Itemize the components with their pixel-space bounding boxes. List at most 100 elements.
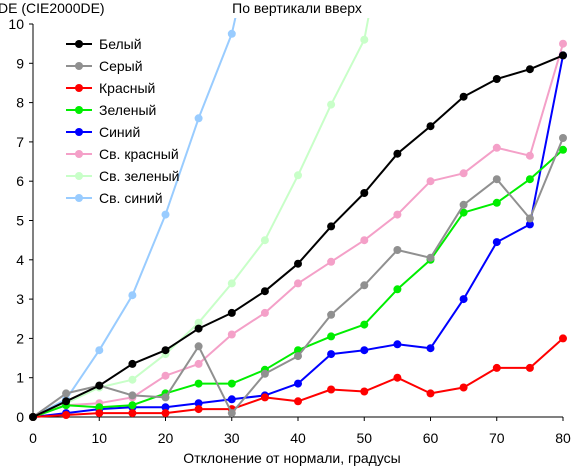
y-tick-label: 7 <box>16 134 24 150</box>
data-point <box>327 257 336 266</box>
data-point <box>128 409 137 418</box>
data-point <box>559 51 567 60</box>
data-point <box>459 295 468 304</box>
data-point <box>360 346 369 355</box>
data-point <box>294 259 302 268</box>
data-point <box>426 253 435 262</box>
data-point <box>426 344 435 353</box>
data-point <box>194 405 203 414</box>
data-point <box>227 279 236 288</box>
legend-label: Синий <box>99 124 140 140</box>
data-point <box>161 409 170 418</box>
data-point <box>393 285 402 294</box>
data-point <box>161 210 170 219</box>
data-point <box>492 363 501 372</box>
data-point <box>492 175 501 184</box>
data-point <box>459 383 468 392</box>
x-tick-label: 30 <box>224 430 240 446</box>
legend-swatch-marker <box>75 128 83 136</box>
data-point <box>260 236 269 245</box>
data-point <box>459 92 468 101</box>
legend-item: Зеленый <box>66 102 156 118</box>
legend-item: Св. красный <box>66 146 179 162</box>
legend-label: Зеленый <box>99 102 156 118</box>
legend-label: Красный <box>99 80 155 96</box>
data-point <box>327 385 336 394</box>
data-point <box>128 401 137 410</box>
legend-item: Синий <box>66 124 140 140</box>
data-point <box>161 403 170 412</box>
legend-swatch-marker <box>75 62 83 70</box>
data-point <box>294 397 302 406</box>
data-point <box>559 145 567 154</box>
data-point <box>95 381 104 390</box>
x-tick-label: 80 <box>555 430 571 446</box>
series-2 <box>29 134 567 421</box>
data-point <box>29 413 37 421</box>
data-point <box>360 320 369 329</box>
y-tick-label: 9 <box>16 55 24 71</box>
data-point <box>492 198 501 207</box>
data-point <box>227 409 236 418</box>
data-point <box>360 35 369 44</box>
data-point <box>525 214 534 223</box>
x-tick-label: 50 <box>356 430 372 446</box>
data-point <box>525 65 534 74</box>
x-tick-label: 10 <box>91 430 107 446</box>
data-point <box>194 318 203 327</box>
data-point <box>393 210 402 219</box>
data-point <box>492 143 501 152</box>
data-point <box>294 352 302 361</box>
data-point <box>62 389 71 398</box>
data-point <box>294 279 302 288</box>
x-tick-label: 20 <box>158 430 174 446</box>
y-tick-label: 0 <box>16 409 24 425</box>
x-tick-label: 0 <box>29 430 37 446</box>
data-point <box>62 397 71 406</box>
series-4 <box>29 145 567 421</box>
data-point <box>327 310 336 319</box>
data-point <box>559 134 567 142</box>
data-point <box>161 393 170 402</box>
data-point <box>260 393 269 402</box>
series-6 <box>29 39 567 421</box>
data-point <box>95 346 104 355</box>
data-point <box>194 379 203 388</box>
data-point <box>294 379 302 388</box>
y-axis-label: DE (CIE2000DE) <box>0 0 105 16</box>
data-point <box>128 391 137 400</box>
series-1 <box>29 51 567 421</box>
data-point <box>227 29 236 38</box>
data-point <box>260 287 269 296</box>
data-point <box>194 342 203 351</box>
data-point <box>492 238 501 247</box>
data-point <box>360 281 369 290</box>
data-point <box>393 149 402 158</box>
x-tick-label: 60 <box>423 430 439 446</box>
data-point <box>327 222 336 231</box>
data-point <box>459 200 468 209</box>
data-point <box>294 171 302 180</box>
data-point <box>393 340 402 349</box>
data-point <box>161 346 170 355</box>
data-point <box>227 308 236 317</box>
data-point <box>525 363 534 372</box>
y-tick-label: 6 <box>16 173 24 189</box>
legend-item: Красный <box>66 80 155 96</box>
legend-swatch-marker <box>75 40 83 48</box>
data-point <box>227 379 236 388</box>
series-layer <box>29 18 567 421</box>
data-point <box>360 236 369 245</box>
y-tick-label: 8 <box>16 95 24 111</box>
data-point <box>128 359 137 368</box>
data-point <box>194 359 203 368</box>
data-point <box>426 122 435 131</box>
y-tick-label: 4 <box>16 252 24 268</box>
legend-swatch-marker <box>75 172 83 180</box>
legend: Белый Серый Красный Зеленый Синий Св. красный… <box>66 36 179 206</box>
legend-label: Св. синий <box>99 190 163 206</box>
data-point <box>327 332 336 341</box>
data-point <box>327 100 336 109</box>
